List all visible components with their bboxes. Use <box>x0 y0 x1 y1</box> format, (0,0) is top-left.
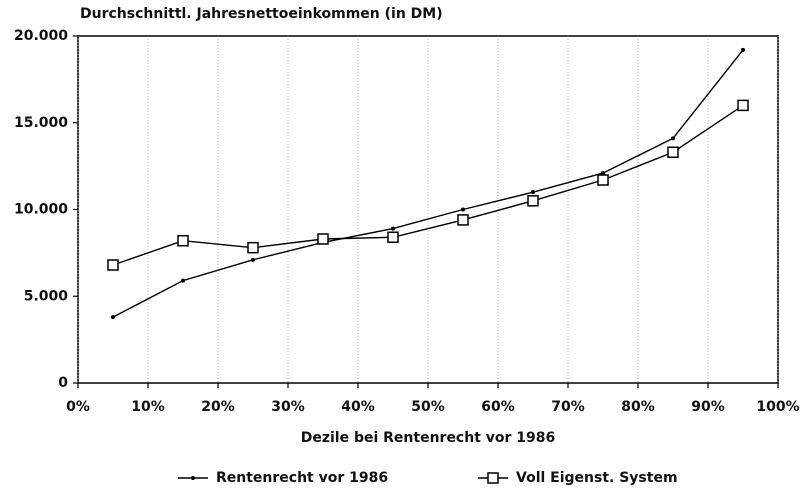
legend-label: Rentenrecht vor 1986 <box>216 470 388 486</box>
x-tick-label: 50% <box>411 399 445 415</box>
marker-dot <box>391 226 395 231</box>
legend-marker <box>487 472 499 484</box>
marker-dot <box>741 47 745 52</box>
series-line <box>112 104 744 266</box>
y-tick-label: 10.000 <box>14 202 68 218</box>
x-tick-label: 90% <box>691 399 725 415</box>
x-tick-label: 60% <box>481 399 515 415</box>
x-tick-label: 40% <box>341 399 375 415</box>
y-tick-label: 20.000 <box>14 28 68 44</box>
marker-square <box>247 241 259 254</box>
legend-marker <box>191 476 195 480</box>
x-tick-label: 30% <box>271 399 305 415</box>
x-tick-label: 100% <box>756 399 799 415</box>
x-axis-label: Dezile bei Rentenrecht vor 1986 <box>301 430 556 446</box>
marker-square <box>457 214 469 226</box>
marker-dot <box>111 315 115 320</box>
x-tick-label: 0% <box>66 399 90 415</box>
x-tick-label: 10% <box>131 399 165 415</box>
marker-dot <box>671 136 675 141</box>
marker-square <box>387 231 399 244</box>
marker-dot <box>251 257 255 262</box>
marker-square <box>667 146 679 158</box>
x-tick-label: 70% <box>551 399 585 415</box>
y-tick-label: 15.000 <box>14 115 68 131</box>
marker-dot <box>531 190 535 195</box>
x-tick-label: 20% <box>201 399 235 415</box>
y-tick-label: 5.000 <box>24 288 69 304</box>
y-tick-label: 0 <box>58 375 68 391</box>
marker-square <box>597 174 609 186</box>
marker-square <box>177 234 189 247</box>
legend-label: Voll Eigenst. System <box>516 470 678 486</box>
marker-square <box>107 259 119 271</box>
x-tick-label: 80% <box>621 399 655 415</box>
marker-dot <box>181 278 185 283</box>
series-line <box>112 49 744 318</box>
marker-square <box>737 99 749 112</box>
chart-title: Durchschnittl. Jahresnettoeinkommen (in … <box>80 6 443 22</box>
marker-dot <box>601 171 605 176</box>
marker-square <box>527 195 539 207</box>
marker-square <box>317 233 329 245</box>
marker-dot <box>461 207 465 212</box>
